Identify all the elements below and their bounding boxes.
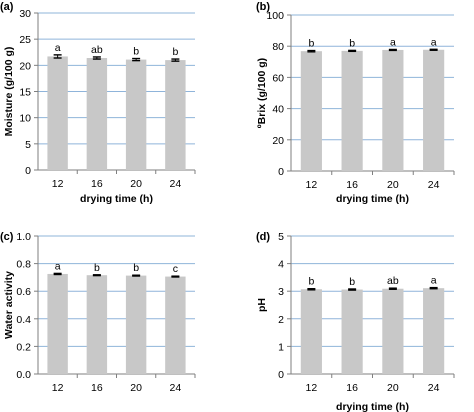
significance-label: b xyxy=(172,46,178,58)
y-tick-label: 5 xyxy=(25,139,31,151)
significance-label: a xyxy=(431,275,437,287)
x-tick-label: 24 xyxy=(428,382,440,394)
y-tick-label: 40 xyxy=(272,104,284,116)
significance-label: b xyxy=(133,46,139,58)
x-tick-label: 16 xyxy=(91,382,103,394)
panel-label: (b) xyxy=(256,1,270,13)
significance-label: a xyxy=(55,260,61,272)
bar xyxy=(165,60,186,170)
x-tick-label: 20 xyxy=(130,382,142,394)
bar xyxy=(382,49,404,171)
bar xyxy=(86,58,108,170)
y-axis-title: Water activity xyxy=(3,271,15,339)
x-tick-label: 24 xyxy=(170,382,182,394)
y-tick-label: 10 xyxy=(19,113,31,125)
x-tick-label: 16 xyxy=(346,179,358,191)
y-axis-title: pH xyxy=(256,298,268,312)
panel-label: (a) xyxy=(0,1,14,13)
x-tick-label: 20 xyxy=(387,179,399,191)
bar xyxy=(382,288,404,374)
y-tick-label: 2 xyxy=(278,314,284,326)
chart-panel: (a) 0 5 10 15 20 25 30 a 12 ab 16 b 20 b 24 drying time … xyxy=(0,1,196,205)
y-tick-label: 0.8 xyxy=(16,259,31,271)
y-tick-label: 0.4 xyxy=(16,314,31,326)
bar xyxy=(300,51,322,171)
y-axis-title: ºBrix (g/100 g) xyxy=(256,58,268,128)
bar xyxy=(423,288,445,374)
x-tick-label: 16 xyxy=(346,382,358,394)
y-tick-label: 0.6 xyxy=(16,286,31,298)
bar xyxy=(423,49,445,172)
bar xyxy=(86,275,108,374)
y-tick-label: 1.0 xyxy=(16,231,31,243)
x-tick-label: 12 xyxy=(306,382,318,394)
x-tick-label: 12 xyxy=(306,179,318,191)
bar xyxy=(125,59,147,170)
bar xyxy=(300,289,322,374)
significance-label: a xyxy=(431,36,437,48)
y-tick-label: 3 xyxy=(278,286,284,298)
bar xyxy=(125,275,147,374)
x-axis-title: drying time (h) xyxy=(336,193,409,205)
y-tick-label: 30 xyxy=(19,8,31,20)
x-axis-title: drying time (h) xyxy=(80,193,153,205)
y-tick-label: 0 xyxy=(25,165,31,177)
y-tick-label: 100 xyxy=(266,10,284,22)
significance-label: b xyxy=(308,276,314,288)
bar xyxy=(165,276,186,374)
y-tick-label: 25 xyxy=(19,34,31,46)
significance-label: c xyxy=(173,263,178,275)
chart-panel: (b) 0 20 40 60 80 100 b 12 b 16 a 20 a 24 drying time (… xyxy=(256,1,455,205)
y-tick-label: 0 xyxy=(278,369,284,381)
x-tick-label: 20 xyxy=(130,178,142,190)
significance-label: b xyxy=(308,38,314,50)
y-tick-label: 0.2 xyxy=(16,341,31,353)
significance-label: b xyxy=(133,262,139,274)
y-tick-label: 60 xyxy=(272,72,284,84)
y-tick-label: 15 xyxy=(19,87,31,99)
panel-label: (d) xyxy=(256,231,270,243)
bar xyxy=(341,289,363,374)
significance-label: b xyxy=(94,262,100,274)
y-tick-label: 80 xyxy=(272,41,284,53)
bar xyxy=(341,50,363,171)
bar xyxy=(47,56,68,170)
chart-panel: (c) 0.0 0.2 0.4 0.6 0.8 1.0 a 12 b 16 b 20 c 24 Water a… xyxy=(0,231,196,394)
bar xyxy=(47,273,68,374)
significance-label: b xyxy=(349,276,355,288)
y-tick-label: 0.0 xyxy=(16,369,31,381)
significance-label: a xyxy=(390,36,396,48)
significance-label: ab xyxy=(387,275,399,287)
x-tick-label: 16 xyxy=(91,178,103,190)
y-tick-label: 4 xyxy=(278,259,284,271)
significance-label: b xyxy=(349,37,355,49)
panel-label: (c) xyxy=(0,231,14,243)
significance-label: ab xyxy=(91,44,103,56)
x-tick-label: 12 xyxy=(52,178,64,190)
significance-label: a xyxy=(55,42,61,54)
x-tick-label: 12 xyxy=(52,382,64,394)
x-tick-label: 24 xyxy=(170,178,182,190)
y-tick-label: 20 xyxy=(19,60,31,72)
y-tick-label: 5 xyxy=(278,231,284,243)
y-tick-label: 1 xyxy=(278,341,284,353)
y-axis-title: Moisture (g/100 g) xyxy=(3,47,15,137)
x-tick-label: 24 xyxy=(428,179,440,191)
x-tick-label: 20 xyxy=(387,382,399,394)
y-tick-label: 20 xyxy=(272,135,284,147)
x-axis-title: drying time (h) xyxy=(336,401,409,412)
y-tick-label: 0 xyxy=(278,166,284,178)
